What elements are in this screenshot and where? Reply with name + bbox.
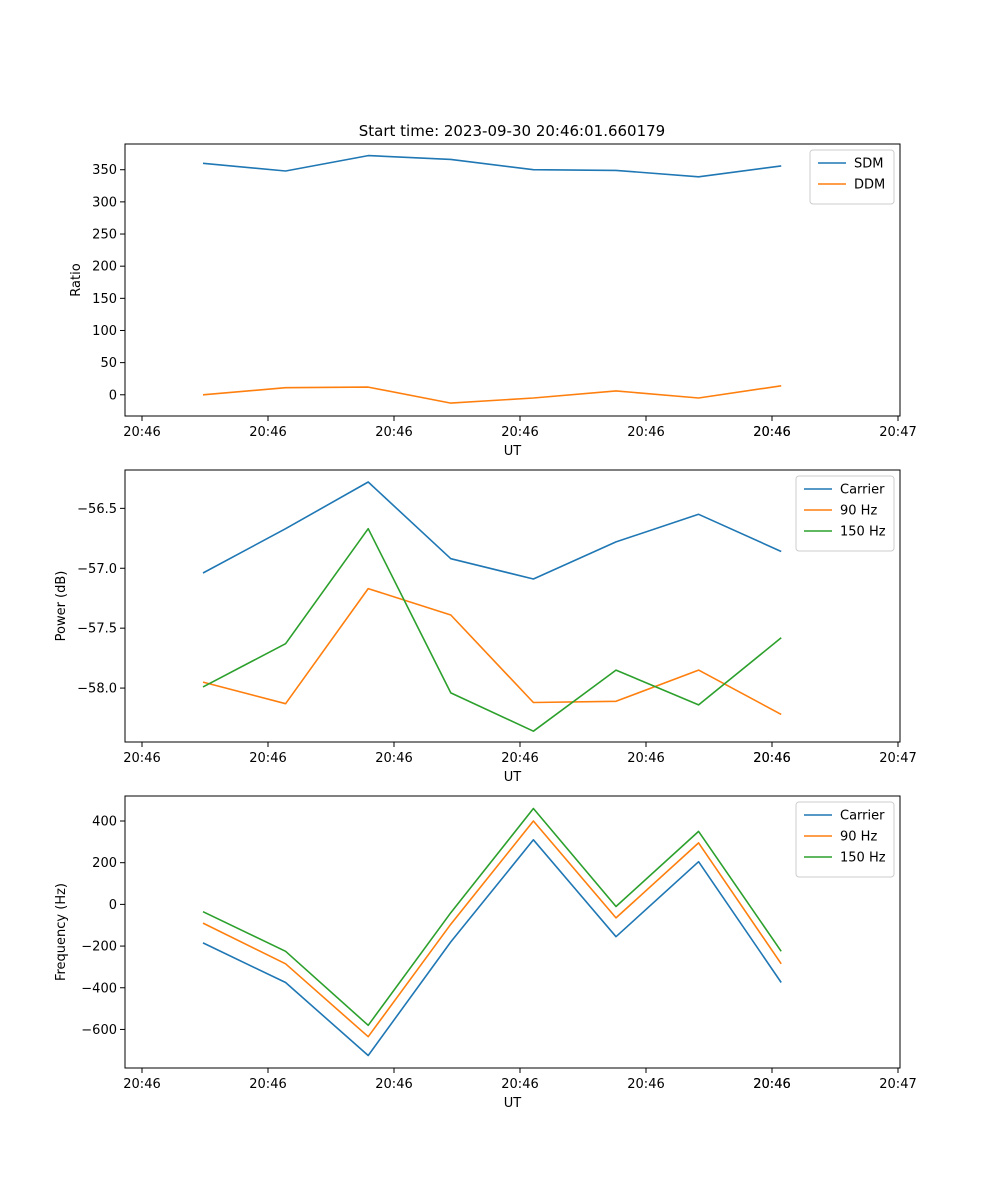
x-tick-label: 20:46: [249, 1077, 286, 1092]
series-line-150-hz: [202, 527, 782, 733]
x-tick-label: 20:46: [753, 425, 790, 440]
y-tick-label: −57.5: [77, 622, 117, 637]
y-tick-label: 200: [92, 856, 117, 871]
y-axis-label: Power (dB): [54, 571, 69, 642]
x-tick-label: 20:46: [123, 751, 160, 766]
y-tick-label: 200: [92, 260, 117, 275]
y-tick-label: −56.5: [77, 502, 117, 517]
x-tick-label: 20:46: [249, 751, 286, 766]
y-tick-label: −400: [81, 981, 117, 996]
plot-frame: [124, 143, 901, 417]
legend-label: 90 Hz: [840, 504, 877, 519]
x-tick-label: 20:46: [375, 1077, 412, 1092]
y-tick-label: 0: [109, 898, 117, 913]
legend-box: [795, 801, 895, 878]
legend-label: 90 Hz: [840, 830, 877, 845]
legend: Carrier 90 Hz 150 Hz: [795, 475, 895, 552]
x-tick-label: 20:46: [123, 1077, 160, 1092]
x-tick-label: 20:46: [627, 425, 664, 440]
x-tick-label: 20:46: [753, 751, 790, 766]
plot-frame: [124, 795, 901, 1069]
x-tick-label: 20:47: [879, 425, 916, 440]
y-tick-label: −200: [81, 940, 117, 955]
plot-frame: [124, 469, 901, 743]
legend-box: [795, 475, 895, 552]
x-tick-label: 20:46: [501, 751, 538, 766]
legend-label: 150 Hz: [840, 525, 886, 540]
x-tick-label: 20:46: [501, 425, 538, 440]
legend-label: Carrier: [840, 809, 885, 824]
y-tick-label: −57.0: [77, 562, 117, 577]
series-line-carrier: [202, 838, 782, 1057]
y-tick-label: 150: [92, 292, 117, 307]
y-tick-label: 100: [92, 324, 117, 339]
legend: SDM DDM: [809, 149, 895, 205]
series-line-90-hz: [202, 820, 782, 1038]
legend-label: 150 Hz: [840, 851, 886, 866]
x-tick-label: 20:46: [375, 425, 412, 440]
x-tick-label: 20:46: [375, 751, 412, 766]
x-tick-label: 20:46: [627, 751, 664, 766]
x-axis-label: UT: [504, 770, 522, 785]
y-tick-label: 350: [92, 163, 117, 178]
y-tick-label: 250: [92, 228, 117, 243]
series-line-sdm: [202, 154, 782, 178]
series-line-90-hz: [202, 587, 782, 716]
x-tick-label: 20:46: [753, 1077, 790, 1092]
legend-label: SDM: [854, 157, 883, 172]
y-axis-label: Ratio: [69, 263, 84, 296]
y-tick-label: 300: [92, 195, 117, 210]
x-tick-label: 20:47: [879, 1077, 916, 1092]
x-tick-label: 20:46: [753, 425, 790, 440]
y-tick-label: −600: [81, 1023, 117, 1038]
series-line-150-hz: [202, 807, 782, 1027]
series-line-ddm: [202, 385, 782, 404]
x-tick-label: 20:46: [753, 751, 790, 766]
x-axis-label: UT: [504, 1096, 522, 1111]
y-tick-label: 50: [100, 356, 117, 371]
x-tick-label: 20:46: [123, 425, 160, 440]
x-axis-label: UT: [504, 444, 522, 459]
legend: Carrier 90 Hz 150 Hz: [795, 801, 895, 878]
y-axis-label: Frequency (Hz): [54, 883, 69, 981]
x-tick-label: 20:46: [501, 1077, 538, 1092]
x-tick-label: 20:47: [879, 751, 916, 766]
y-tick-label: 0: [109, 388, 117, 403]
y-tick-label: −58.0: [77, 682, 117, 697]
figure-title: Start time: 2023-09-30 20:46:01.660179: [359, 122, 665, 140]
x-tick-label: 20:46: [753, 1077, 790, 1092]
series-line-carrier: [202, 481, 782, 580]
y-tick-label: 400: [92, 815, 117, 830]
legend-label: Carrier: [840, 483, 885, 498]
legend-label: DDM: [854, 178, 885, 193]
x-tick-label: 20:46: [249, 425, 286, 440]
x-tick-label: 20:46: [627, 1077, 664, 1092]
